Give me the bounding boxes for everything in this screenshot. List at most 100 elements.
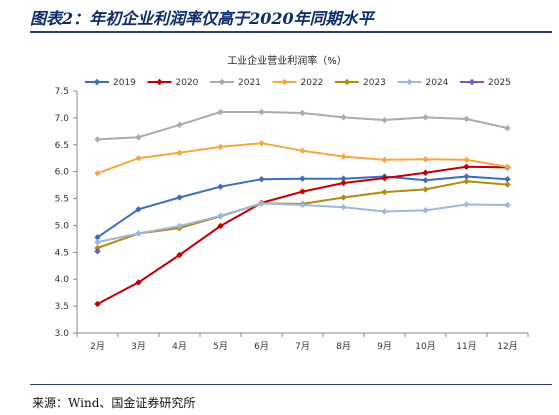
data-point-2020 <box>176 251 183 259</box>
y-tick-label: 3.0 <box>55 329 70 339</box>
data-point-2024 <box>504 201 511 209</box>
series-2024 <box>94 200 511 246</box>
data-point-2020 <box>381 174 388 182</box>
chart-title: 工业企业营业利润率（%） <box>227 54 347 67</box>
x-tick-label: 12月 <box>497 341 517 352</box>
legend-marker <box>156 78 163 86</box>
data-point-2024 <box>299 201 306 209</box>
x-tick-label: 3月 <box>131 341 146 352</box>
legend-marker <box>218 78 226 86</box>
legend-label: 2020 <box>176 78 199 88</box>
x-tick-label: 10月 <box>415 341 435 352</box>
series-line-2020 <box>97 165 508 305</box>
y-tick-label: 7.0 <box>55 114 70 124</box>
data-point-2022 <box>258 139 265 147</box>
data-point-2019 <box>176 194 183 201</box>
data-point-2022 <box>504 163 511 171</box>
x-tick-label: 9月 <box>377 341 392 352</box>
x-tick-label: 2月 <box>90 341 105 352</box>
legend-marker <box>281 78 288 86</box>
data-point-2019 <box>299 175 306 182</box>
data-point-2019 <box>504 175 511 183</box>
legend-label: 2021 <box>238 78 261 88</box>
data-point-2023 <box>504 181 511 188</box>
data-point-2023 <box>422 186 429 193</box>
data-point-2019 <box>422 177 429 184</box>
data-point-2022 <box>422 156 429 163</box>
data-point-2020 <box>299 188 306 195</box>
plot-area <box>94 108 511 308</box>
x-tick-label: 6月 <box>254 341 269 352</box>
legend-label: 2024 <box>426 78 449 88</box>
data-point-2021 <box>463 115 470 123</box>
data-point-2021 <box>176 121 183 129</box>
data-point-2024 <box>94 238 101 246</box>
y-tick-label: 4.0 <box>55 275 70 285</box>
source-note: 来源：Wind、国金证券研究所 <box>32 396 196 410</box>
data-point-2024 <box>217 212 224 219</box>
series-2022 <box>94 139 511 177</box>
data-point-2024 <box>135 230 142 237</box>
legend-label: 2023 <box>363 78 386 88</box>
data-point-2023 <box>340 194 347 201</box>
data-point-2024 <box>258 200 265 207</box>
legend-item-2025: 2025 <box>460 78 511 88</box>
data-point-2021 <box>135 134 142 141</box>
data-point-2021 <box>381 116 388 124</box>
data-point-2022 <box>381 156 388 164</box>
data-point-2022 <box>135 155 142 162</box>
legend-marker <box>406 78 413 86</box>
data-point-2022 <box>463 156 470 164</box>
data-point-2024 <box>340 203 347 211</box>
data-point-2024 <box>176 222 183 230</box>
data-point-2024 <box>422 207 429 214</box>
footer-divider <box>30 384 552 385</box>
data-point-2020 <box>135 279 142 286</box>
series-2021 <box>94 108 511 143</box>
x-tick-label: 5月 <box>213 341 228 352</box>
legend-item-2020: 2020 <box>147 78 199 88</box>
x-tick-label: 7月 <box>295 341 310 352</box>
data-point-2019 <box>258 175 265 183</box>
x-tick-label: 4月 <box>172 341 187 352</box>
legend-label: 2019 <box>113 78 136 88</box>
data-point-2021 <box>299 109 306 117</box>
y-tick-label: 5.0 <box>55 221 70 231</box>
data-point-2024 <box>381 208 388 215</box>
data-point-2022 <box>340 153 347 160</box>
data-point-2021 <box>422 114 429 121</box>
data-point-2020 <box>94 300 101 308</box>
legend-item-2021: 2021 <box>210 78 261 88</box>
legend-label: 2025 <box>488 78 511 88</box>
x-tick-label: 8月 <box>336 341 351 352</box>
chart-legend: 2019 2020 2021 2022 2023 2024 2025 <box>85 78 511 88</box>
data-point-2022 <box>94 170 101 177</box>
data-point-2021 <box>217 108 224 116</box>
page-title: 图表2：年初企业利润率仅高于2020年同期水平 <box>30 9 374 28</box>
data-point-2020 <box>463 163 470 171</box>
data-point-2022 <box>217 143 224 151</box>
legend-label: 2022 <box>301 78 324 88</box>
legend-marker <box>468 78 476 86</box>
data-point-2020 <box>340 179 347 187</box>
data-point-2020 <box>422 169 429 176</box>
y-tick-label: 5.5 <box>55 195 69 205</box>
data-point-2019 <box>463 173 470 180</box>
data-point-2023 <box>94 244 101 252</box>
title-divider <box>30 31 552 33</box>
data-point-2020 <box>217 222 224 230</box>
legend-item-2019: 2019 <box>85 78 136 88</box>
data-point-2019 <box>217 183 224 190</box>
data-point-2021 <box>340 114 347 121</box>
data-point-2023 <box>381 188 388 196</box>
x-tick-label: 11月 <box>456 341 476 352</box>
data-point-2023 <box>463 178 470 185</box>
data-point-2022 <box>176 149 183 157</box>
data-point-2024 <box>463 201 470 208</box>
chart-axes: 3.0 3.5 4.0 4.5 5.0 5.5 6.0 6.5 7.0 7.5 2月 3月 4月 5月 6月… <box>55 87 529 352</box>
y-tick-label: 6.0 <box>55 168 70 178</box>
legend-marker <box>343 78 351 86</box>
data-point-2019 <box>94 234 101 241</box>
legend-item-2022: 2022 <box>272 78 324 88</box>
legend-item-2023: 2023 <box>335 78 386 88</box>
